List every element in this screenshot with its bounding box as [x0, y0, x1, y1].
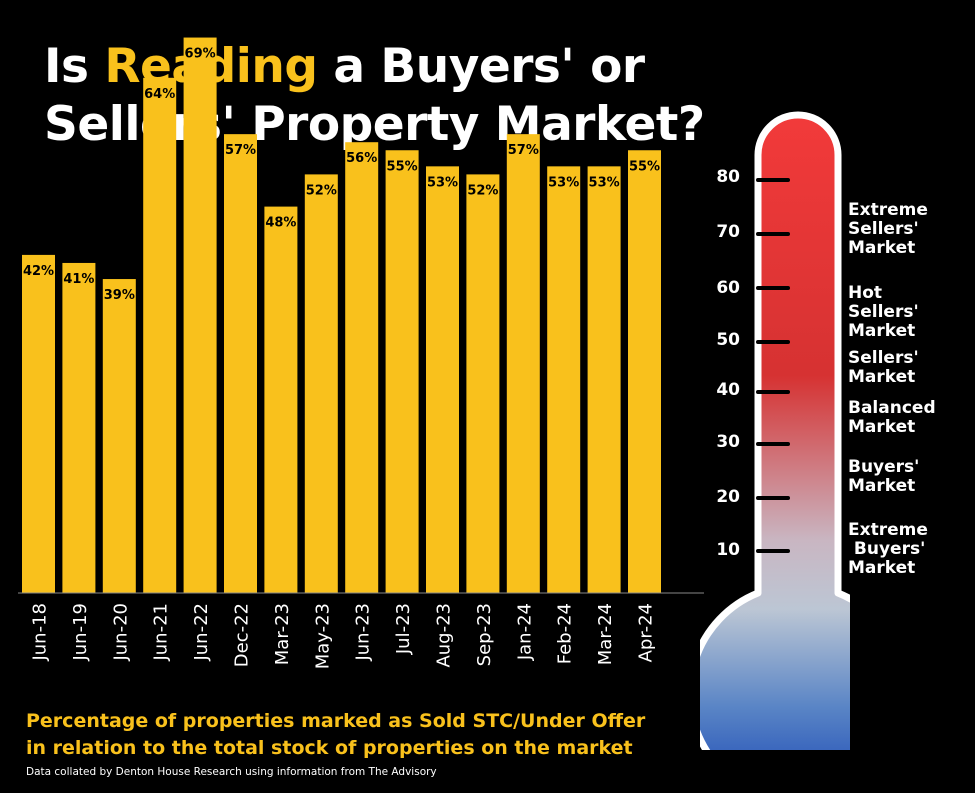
bar-Aug-23	[426, 166, 459, 593]
title-line1-post: a Buyers' or	[317, 39, 645, 94]
data-label-Jun-19: 41%	[63, 272, 94, 287]
data-label-Dec-22: 57%	[225, 143, 256, 158]
x-tick-label-Aug-23: Aug-23	[434, 603, 455, 668]
thermometer-body	[700, 111, 850, 750]
scale-label-10: 10	[716, 540, 740, 560]
bar-Jul-23	[385, 150, 419, 593]
scale-label-50: 50	[716, 330, 740, 350]
bar-Jun-21	[143, 77, 177, 594]
caption-line2: in relation to the total stock of proper…	[26, 737, 633, 759]
scale-label-70: 70	[716, 222, 740, 242]
chart-caption: Percentage of properties marked as Sold …	[26, 708, 645, 762]
x-tick-label-Jun-22: Jun-22	[191, 603, 212, 662]
thermometer-ticks	[756, 178, 790, 553]
x-tick-label-Mar-24: Mar-24	[595, 603, 616, 665]
x-tick-label-Jun-19: Jun-19	[70, 603, 91, 662]
bar-Jun-22	[183, 37, 217, 594]
x-tick-label-Mar-23: Mar-23	[272, 603, 293, 665]
title-line1-pre: Is	[44, 39, 105, 94]
zone-hot-sellers: Hot Sellers' Market	[848, 283, 919, 341]
scale-label-80: 80	[716, 167, 740, 187]
data-label-Jan-24: 57%	[508, 143, 539, 158]
scale-label-40: 40	[716, 380, 740, 400]
data-label-Aug-23: 53%	[427, 175, 458, 190]
thermometer	[700, 111, 850, 750]
data-label-Jun-18: 42%	[23, 264, 54, 279]
bar-chart: 42% Jun-18 41% Jun-19 39% Jun-20 64% Jun-21 69% J…	[18, 37, 704, 669]
zone-extreme-sellers: Extreme Sellers' Market	[848, 200, 928, 258]
zone-sellers: Sellers' Market	[848, 348, 919, 387]
bar-Jun-19	[62, 262, 96, 593]
bar-Jan-24	[506, 134, 540, 593]
data-label-Mar-24: 53%	[589, 175, 620, 190]
data-label-May-23: 52%	[306, 183, 337, 198]
bar-Dec-22	[224, 134, 257, 593]
data-label-Jul-23: 55%	[387, 159, 418, 174]
bar-group: 42% Jun-18 41% Jun-19 39% Jun-20 64% Jun-21 69% J…	[22, 37, 661, 669]
data-label-Feb-24: 53%	[548, 175, 579, 190]
x-tick-label-Jul-23: Jul-23	[393, 603, 414, 655]
zone-buyers: Buyers' Market	[848, 457, 920, 496]
x-tick-label-Jun-20: Jun-20	[110, 603, 131, 662]
data-label-Jun-23: 56%	[346, 151, 377, 166]
bar-Mar-23	[264, 206, 298, 593]
x-tick-label-Jun-23: Jun-23	[353, 603, 374, 662]
bar-Feb-24	[547, 166, 581, 593]
source-note: Data collated by Denton House Research u…	[26, 766, 437, 778]
data-label-Apr-24: 55%	[629, 159, 660, 174]
x-tick-label-Feb-24: Feb-24	[555, 603, 576, 664]
bar-Jun-23	[345, 142, 379, 593]
data-label-Mar-23: 48%	[265, 216, 296, 231]
data-label-Jun-22: 69%	[185, 47, 216, 62]
caption-line1: Percentage of properties marked as Sold …	[26, 710, 646, 732]
scale-label-30: 30	[716, 432, 740, 452]
x-tick-label-May-23: May-23	[312, 603, 333, 669]
x-tick-label-Jun-21: Jun-21	[151, 603, 172, 662]
x-tick-label-Sep-23: Sep-23	[474, 603, 495, 666]
x-tick-label-Jun-18: Jun-18	[30, 603, 51, 662]
x-tick-label-Apr-24: Apr-24	[636, 603, 657, 662]
bar-May-23	[304, 174, 338, 593]
bar-Jun-18	[22, 254, 55, 593]
bar-Sep-23	[466, 174, 500, 593]
scale-label-60: 60	[716, 278, 740, 298]
zone-extreme-buyers: Extreme Buyers' Market	[848, 520, 928, 578]
bar-Jun-20	[102, 279, 136, 593]
bar-Mar-24	[587, 166, 621, 593]
data-label-Sep-23: 52%	[467, 183, 498, 198]
data-label-Jun-20: 39%	[104, 288, 135, 303]
x-tick-label-Dec-22: Dec-22	[232, 603, 253, 667]
x-tick-label-Jan-24: Jan-24	[514, 603, 535, 661]
data-label-Jun-21: 64%	[144, 87, 175, 102]
zone-balanced: Balanced Market	[848, 398, 936, 437]
scale-label-20: 20	[716, 487, 740, 507]
bar-Apr-24	[628, 150, 661, 593]
